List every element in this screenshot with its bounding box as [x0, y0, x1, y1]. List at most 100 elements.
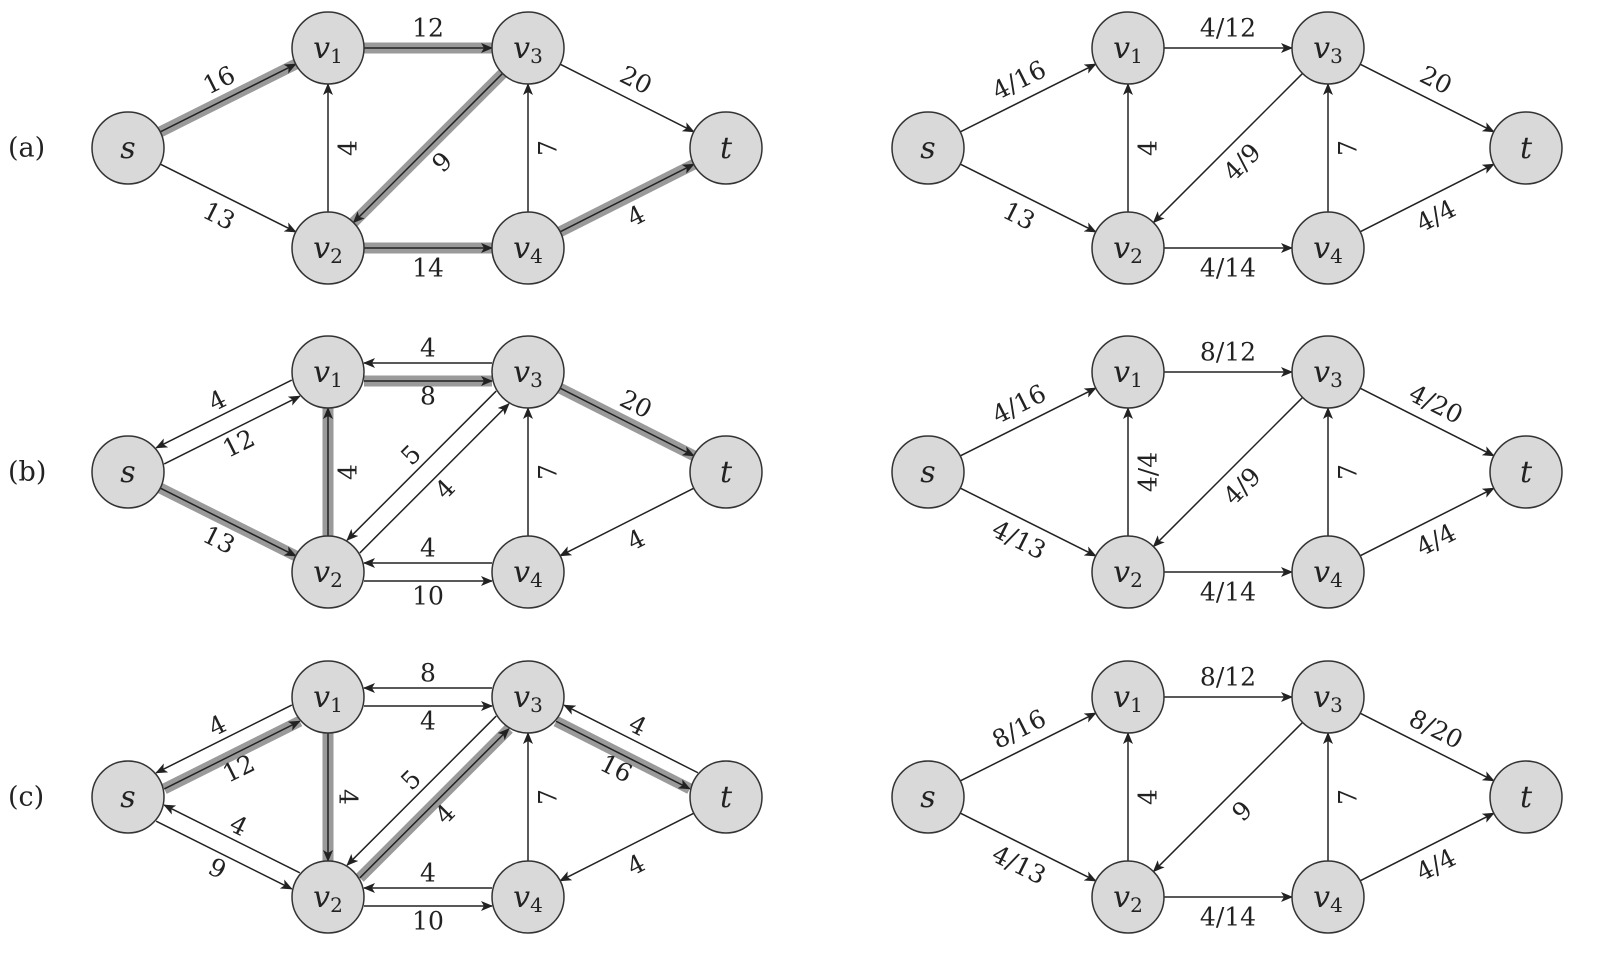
row-1-flow-node-t-circle	[1489, 435, 1563, 509]
residual-edge-v4-t-label: 4	[622, 199, 649, 232]
row-0-flow-network: 4/16 13 4/12 4 4/9 4/14 7 20 4/4 s v1 v2 v3 v4 t	[891, 11, 1563, 285]
flow-edge-v4-t-label: 4/4	[1412, 843, 1461, 887]
row-1-residual-node-t: t	[689, 435, 763, 509]
residual-edge-v3-v1-label: 4	[420, 334, 436, 363]
flow-edge-v4-t	[1359, 163, 1495, 233]
row-1-residual-node-t-label: t	[720, 455, 733, 490]
residual-edge-t-v4	[559, 812, 695, 882]
row-1-flow-node-v3-label: v3	[1313, 355, 1343, 393]
row-2-flow-node-v1-circle	[1091, 660, 1165, 734]
row-0-flow-node-v3-label: v3	[1313, 31, 1343, 69]
residual-edge-s-v2-label: 13	[198, 196, 239, 236]
row-2-residual-node-v3-circle	[491, 660, 565, 734]
row-1-flow-node-s-label: s	[920, 455, 935, 490]
row-2-residual-node-t-circle	[689, 760, 763, 834]
residual-edge-v4-v3-label: 7	[534, 789, 563, 805]
row-2-residual-node-v1-circle	[291, 660, 365, 734]
flow-edge-s-v1-label: 4/16	[987, 379, 1050, 430]
residual-edge-v2-v1-label: 4	[334, 464, 363, 480]
row-1-flow-node-v3-circle	[1291, 335, 1365, 409]
row-1-flow-node-v2-circle	[1091, 535, 1165, 609]
row-0-residual-node-s-label: s	[120, 131, 135, 166]
residual-edge-v4-v2-label: 4	[420, 534, 436, 563]
row-2-flow-node-v4: v4	[1291, 860, 1365, 934]
row-2-residual-node-v4-label: v4	[513, 880, 543, 918]
row-1-residual-node-v1: v1	[291, 335, 365, 409]
flow-edge-s-v1	[959, 712, 1097, 782]
flow-edge-v3-t-label: 4/20	[1404, 379, 1467, 430]
row-1-residual-node-v1-circle	[291, 335, 365, 409]
flow-edge-s-v2	[959, 163, 1097, 233]
residual-edge-v1-v2-label: 4	[334, 789, 363, 805]
row-2-flow-node-v2-circle	[1091, 860, 1165, 934]
row-2-flow-node-v2: v2	[1091, 860, 1165, 934]
row-0-flow-node-v4-label: v4	[1313, 231, 1343, 269]
residual-edge-v4-t	[559, 163, 695, 233]
row-1-residual-node-v2-label: v2	[313, 555, 343, 593]
row-0-flow-node-t-circle	[1489, 111, 1563, 185]
row-0-flow-node-v1: v1	[1091, 11, 1165, 85]
row-0-residual-node-v1-circle	[291, 11, 365, 85]
row-0-residual-node-v1: v1	[291, 11, 365, 85]
row-0-flow-node-s-circle	[891, 111, 965, 185]
row-2-residual-node-t-label: t	[720, 780, 733, 815]
flow-edge-v3-v2	[1152, 72, 1304, 224]
row-1-flow-node-v1: v1	[1091, 335, 1165, 409]
row-2-flow-node-v2-label: v2	[1113, 880, 1143, 918]
row-2-flow-node-t: t	[1489, 760, 1563, 834]
residual-edge-v3-v1-label: 8	[420, 659, 436, 688]
residual-edge-v2-s	[163, 804, 301, 874]
residual-edge-t-v4-label: 4	[622, 848, 649, 881]
flow-edge-s-v2-label: 13	[998, 196, 1039, 236]
row-0-residual-node-v3-label: v3	[513, 31, 543, 69]
residual-edge-v1-v3-label: 8	[420, 382, 436, 411]
row-1-residual-node-v3-circle	[491, 335, 565, 409]
row-2-residual-node-s: s	[91, 760, 165, 834]
residual-edge-s-v1	[159, 63, 297, 133]
flow-edge-v2-v1-label: 4/4	[1134, 452, 1163, 492]
row-2-residual-node-v3: v3	[491, 660, 565, 734]
row-1-flow-node-v3: v3	[1291, 335, 1365, 409]
flow-edge-s-v1-label: 8/16	[987, 704, 1050, 755]
flow-edge-v2-v1-label: 4	[1134, 789, 1163, 805]
row-2-flow-node-v4-label: v4	[1313, 880, 1343, 918]
row-0-residual-node-t: t	[689, 111, 763, 185]
flow-edge-v4-t-label: 4/4	[1412, 194, 1461, 238]
flow-edge-v4-v3-label: 7	[1334, 140, 1363, 156]
row-2-flow-node-v4-circle	[1291, 860, 1365, 934]
row-0-residual-node-v3-circle	[491, 11, 565, 85]
residual-edge-s-v1-label: 12	[218, 423, 259, 463]
row-2-flow-node-v1: v1	[1091, 660, 1165, 734]
row-1-residual-node-v4: v4	[491, 535, 565, 609]
row-1-flow-network: 4/16 4/13 8/12 4/4 4/9 4/14 7 4/20 4/4 s v1 v2 v3 v4 t	[891, 335, 1563, 609]
row-label-0: (a)	[8, 133, 45, 164]
flow-edge-v3-t	[1359, 387, 1495, 457]
flow-edge-v3-v2	[1152, 721, 1304, 873]
residual-edge-v1-v3-label: 4	[420, 707, 436, 736]
row-1-flow-node-v4-circle	[1291, 535, 1365, 609]
residual-edge-v2-v1-label: 4	[334, 140, 363, 156]
row-2-flow-node-v3: v3	[1291, 660, 1365, 734]
row-2-residual-node-v2: v2	[291, 860, 365, 934]
residual-edge-v2-v4-label: 10	[412, 907, 444, 936]
row-2-flow-node-s: s	[891, 760, 965, 834]
row-1-residual-node-s-label: s	[120, 455, 135, 490]
flow-edge-s-v2	[959, 487, 1097, 557]
flow-edge-v1-v3-label: 4/12	[1200, 14, 1256, 43]
flow-edge-v4-t	[1359, 812, 1495, 882]
residual-edge-v3-t	[559, 63, 695, 133]
row-2-residual-node-t: t	[689, 760, 763, 834]
row-1-flow-node-v4: v4	[1291, 535, 1365, 609]
residual-edge-v3-t-label: 20	[615, 60, 656, 100]
row-0-residual-node-v4-label: v4	[513, 231, 543, 269]
flow-edge-v4-v3-label: 7	[1334, 464, 1363, 480]
row-1-flow-node-t: t	[1489, 435, 1563, 509]
row-0-residual-node-v3: v3	[491, 11, 565, 85]
flow-edge-v2-v4-label: 4/14	[1200, 254, 1256, 283]
flow-edge-v3-v2-label: 4/9	[1218, 138, 1267, 187]
row-1-residual-node-v3: v3	[491, 335, 565, 409]
row-2-flow-network: 8/16 4/13 8/12 4 9 4/14 7 8/20 4/4 s v1 v2 v3 v4 t	[891, 660, 1563, 934]
row-1-residual-node-v3-label: v3	[513, 355, 543, 393]
